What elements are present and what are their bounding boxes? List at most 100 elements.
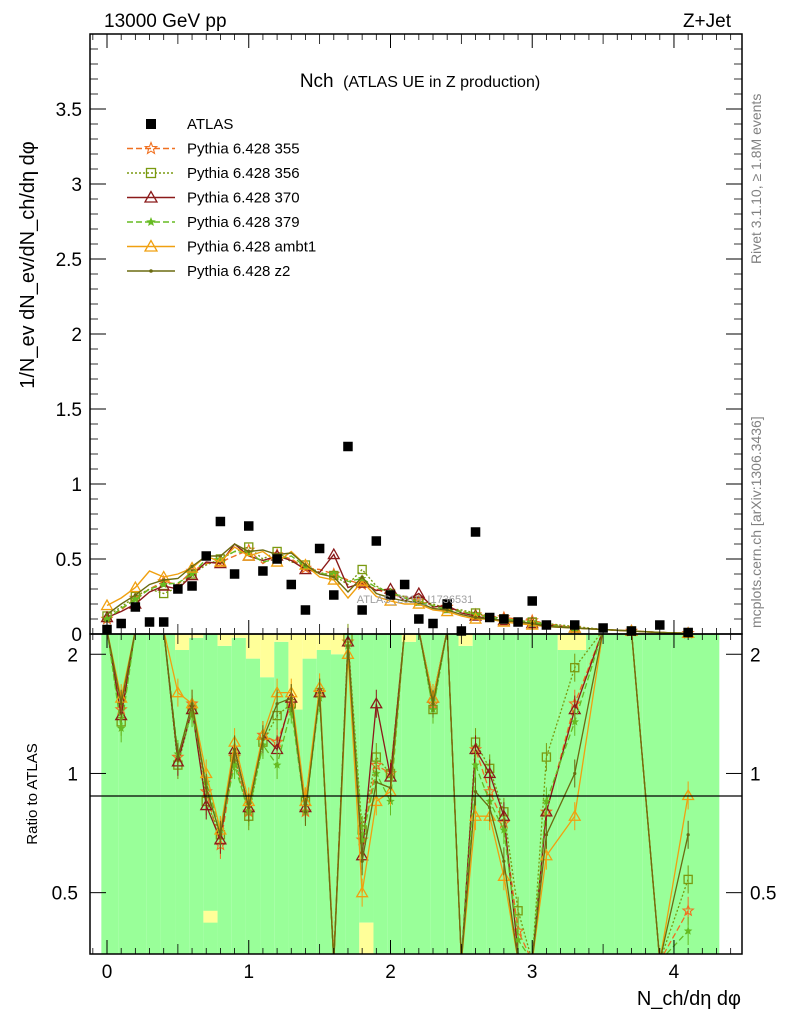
ratio-band-yellow: [359, 922, 374, 954]
series-379-point: [159, 580, 168, 589]
ratio-tick-label-left: 0.5: [52, 884, 78, 905]
series-z2-point: [417, 600, 421, 605]
series-z2-point: [105, 612, 109, 617]
series-z2-point: [473, 615, 478, 620]
ratio-band-yellow: [458, 634, 473, 646]
series-356-ratio-point: [541, 752, 552, 762]
series-z2-ratio-point: [176, 755, 180, 759]
ratio-band-green: [146, 634, 161, 954]
series-ambt1-ratio-point: [355, 885, 369, 898]
analysis-watermark: ATLAS_2019_I1736531: [357, 594, 474, 606]
series-379-point: [131, 595, 140, 604]
legend-marker: [145, 167, 157, 179]
atlas-data-point: [569, 620, 580, 630]
series-379-ratio-point: [542, 796, 551, 805]
x-axis-title: N_ch/dη dφ: [637, 988, 741, 1010]
y-tick-label: 1.5: [56, 400, 82, 421]
series-ambt1-point: [128, 580, 142, 593]
atlas-data-point: [258, 566, 268, 576]
ratio-axis-title: Ratio to ATLAS: [24, 743, 41, 844]
series-z2-ratio-point: [473, 789, 478, 794]
legend-label: Pythia 6.428 356: [187, 165, 300, 182]
series-z2-point: [133, 593, 137, 597]
header-right-label: Z+Jet: [683, 11, 732, 32]
atlas-data-point: [272, 554, 282, 564]
tick-labels: 0 1 2 3 4 0 0.5 1 1.5 2 2.5 3 3.5 0.5 0.5 1 1 2 2: [52, 100, 777, 983]
series-z2-point: [360, 575, 364, 579]
series-z2-ratio-point: [502, 859, 506, 863]
series-z2-ratio-point: [360, 859, 364, 863]
series-379-point: [216, 554, 225, 563]
ratio-band-yellow: [557, 634, 587, 651]
ratio-band-green: [501, 634, 516, 954]
legend-item: Pythia 6.428 ambt1: [127, 239, 316, 256]
atlas-data-point: [229, 569, 240, 579]
atlas-data-point: [428, 618, 438, 629]
ratio-band-yellow: [288, 634, 303, 710]
y-axis-title-text: 1/N_ev dN_ev/dN_ch/dη dφ: [17, 141, 39, 389]
ratio-tick-label-right: 2: [750, 645, 761, 666]
plot-title: Nch (ATLAS UE in Z production): [300, 71, 540, 92]
atlas-data-point: [144, 617, 155, 627]
series-z2-point: [162, 578, 166, 582]
atlas-data-point: [158, 617, 169, 627]
atlas-data-point: [215, 516, 226, 527]
legend-marker: [146, 119, 156, 129]
series-379-ratio-point: [471, 760, 480, 769]
ratio-band-green: [260, 677, 275, 954]
series-370-point: [213, 556, 227, 569]
ratio-band-yellow: [175, 634, 190, 651]
ratio-band-green: [203, 634, 218, 954]
series-ambt1-ratio-point: [568, 809, 582, 821]
ratio-tick-label-right: 1: [750, 764, 761, 785]
atlas-data-point: [329, 590, 339, 600]
y-tick-label: 0: [71, 625, 82, 646]
legend: ATLAS Pythia 6.428 355 Pythia 6.428 356 Pyt…: [127, 116, 316, 280]
atlas-data-group: [102, 441, 693, 638]
y-tick-label: 0.5: [56, 550, 82, 571]
legend-label: ATLAS: [187, 116, 233, 133]
ratio-band-green: [671, 634, 720, 954]
ratio-band-green: [401, 641, 416, 954]
legend-marker: [143, 239, 159, 252]
series-ambt1-ratio-point: [681, 788, 695, 801]
legend-item: ATLAS: [146, 116, 233, 133]
x-tick-label: 1: [243, 962, 254, 983]
y-tick-label: 2: [71, 325, 82, 346]
series-379-ratio-point: [272, 760, 282, 769]
legend-label: Pythia 6.428 ambt1: [187, 239, 316, 256]
series-z2-ratio-point: [431, 702, 435, 706]
atlas-data-point: [499, 614, 509, 624]
atlas-data-point: [470, 527, 481, 537]
series-z2-ratio-point: [119, 702, 123, 706]
atlas-data-point: [357, 605, 367, 615]
legend-item: Pythia 6.428 379: [127, 214, 300, 231]
ratio-band-green: [316, 650, 331, 954]
series-z2-point: [247, 549, 251, 554]
atlas-data-point: [286, 579, 297, 590]
ratio-tick-label-right: 0.5: [750, 884, 776, 905]
series-370-point: [355, 576, 369, 588]
mcplots-label: mcplots.cern.ch [arXiv:1306.3436]: [748, 416, 764, 628]
legend-item: Pythia 6.428 355: [127, 141, 300, 158]
series-z2-ratio-point: [218, 833, 223, 837]
atlas-data-point: [314, 543, 325, 554]
plot-title-main: Nch: [300, 71, 334, 92]
ratio-band-green: [288, 709, 303, 954]
series-370-ratio-point: [539, 805, 553, 817]
ratio-band-green: [416, 634, 431, 954]
ratio-band-yellow: [231, 634, 246, 638]
series-ambt1-point: [242, 549, 256, 561]
ratio-band-yellow: [316, 634, 331, 651]
atlas-data-point: [442, 599, 452, 609]
series-379-point: [187, 569, 197, 578]
x-tick-label: 2: [385, 962, 396, 983]
series-ambt1-ratio-point: [469, 809, 483, 821]
series-356-ratio-point: [570, 662, 580, 673]
atlas-data-point: [513, 617, 523, 627]
atlas-data-point: [173, 584, 183, 594]
atlas-data-point: [201, 551, 211, 561]
ratio-band-yellow: [302, 634, 317, 659]
series-356-ratio-point: [683, 874, 693, 885]
series-379-ratio-point: [513, 935, 523, 944]
